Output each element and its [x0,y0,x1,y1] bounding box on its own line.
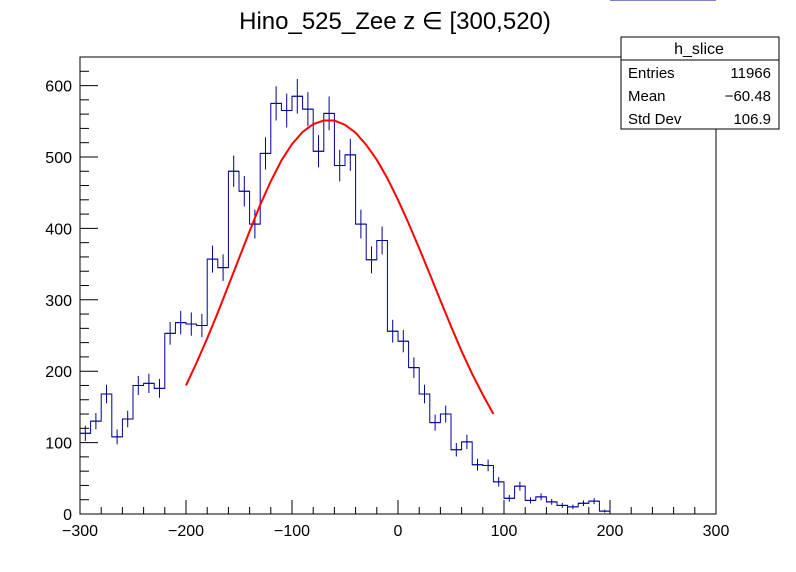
y-tick-label: 300 [45,293,72,310]
stats-value-entries: 11966 [730,65,771,82]
stats-label-entries: Entries [628,65,675,82]
x-tick-label: −300 [62,523,98,540]
y-tick-label: 100 [45,436,72,453]
x-tick-label: 100 [491,523,518,540]
y-tick-label: 600 [45,79,72,96]
x-tick-label: 300 [703,523,730,540]
x-tick-label: 200 [597,523,624,540]
stats-value-stddev: 106.9 [733,111,771,128]
chart-title: Hino_525_Zee z ∈ [300,520) [239,8,551,35]
fit-curve-group [185,119,495,415]
y-tick-label: 400 [45,221,72,238]
histogram-step-outline [80,95,610,512]
stats-value-mean: −60.48 [725,88,771,105]
y-tick-label: 200 [45,364,72,381]
x-tick-label: −100 [274,523,310,540]
x-tick-label: 0 [394,523,403,540]
error-bars [84,79,606,513]
fit-curve [185,119,495,415]
x-tick-label: −200 [168,523,204,540]
stats-label-stddev: Std Dev [628,111,682,128]
axes: −300 −200 −100 0 100 200 300 0 100 200 300 400 500 60… [45,56,730,540]
stats-box-frame [620,36,780,130]
y-tick-label: 500 [45,150,72,167]
stats-label-mean: Mean [628,88,666,105]
stats-box-title: h_slice [674,41,724,58]
y-tick-label: 0 [63,507,72,524]
stats-box: h_slice Entries 11966 Mean −60.48 Std De… [620,36,780,130]
